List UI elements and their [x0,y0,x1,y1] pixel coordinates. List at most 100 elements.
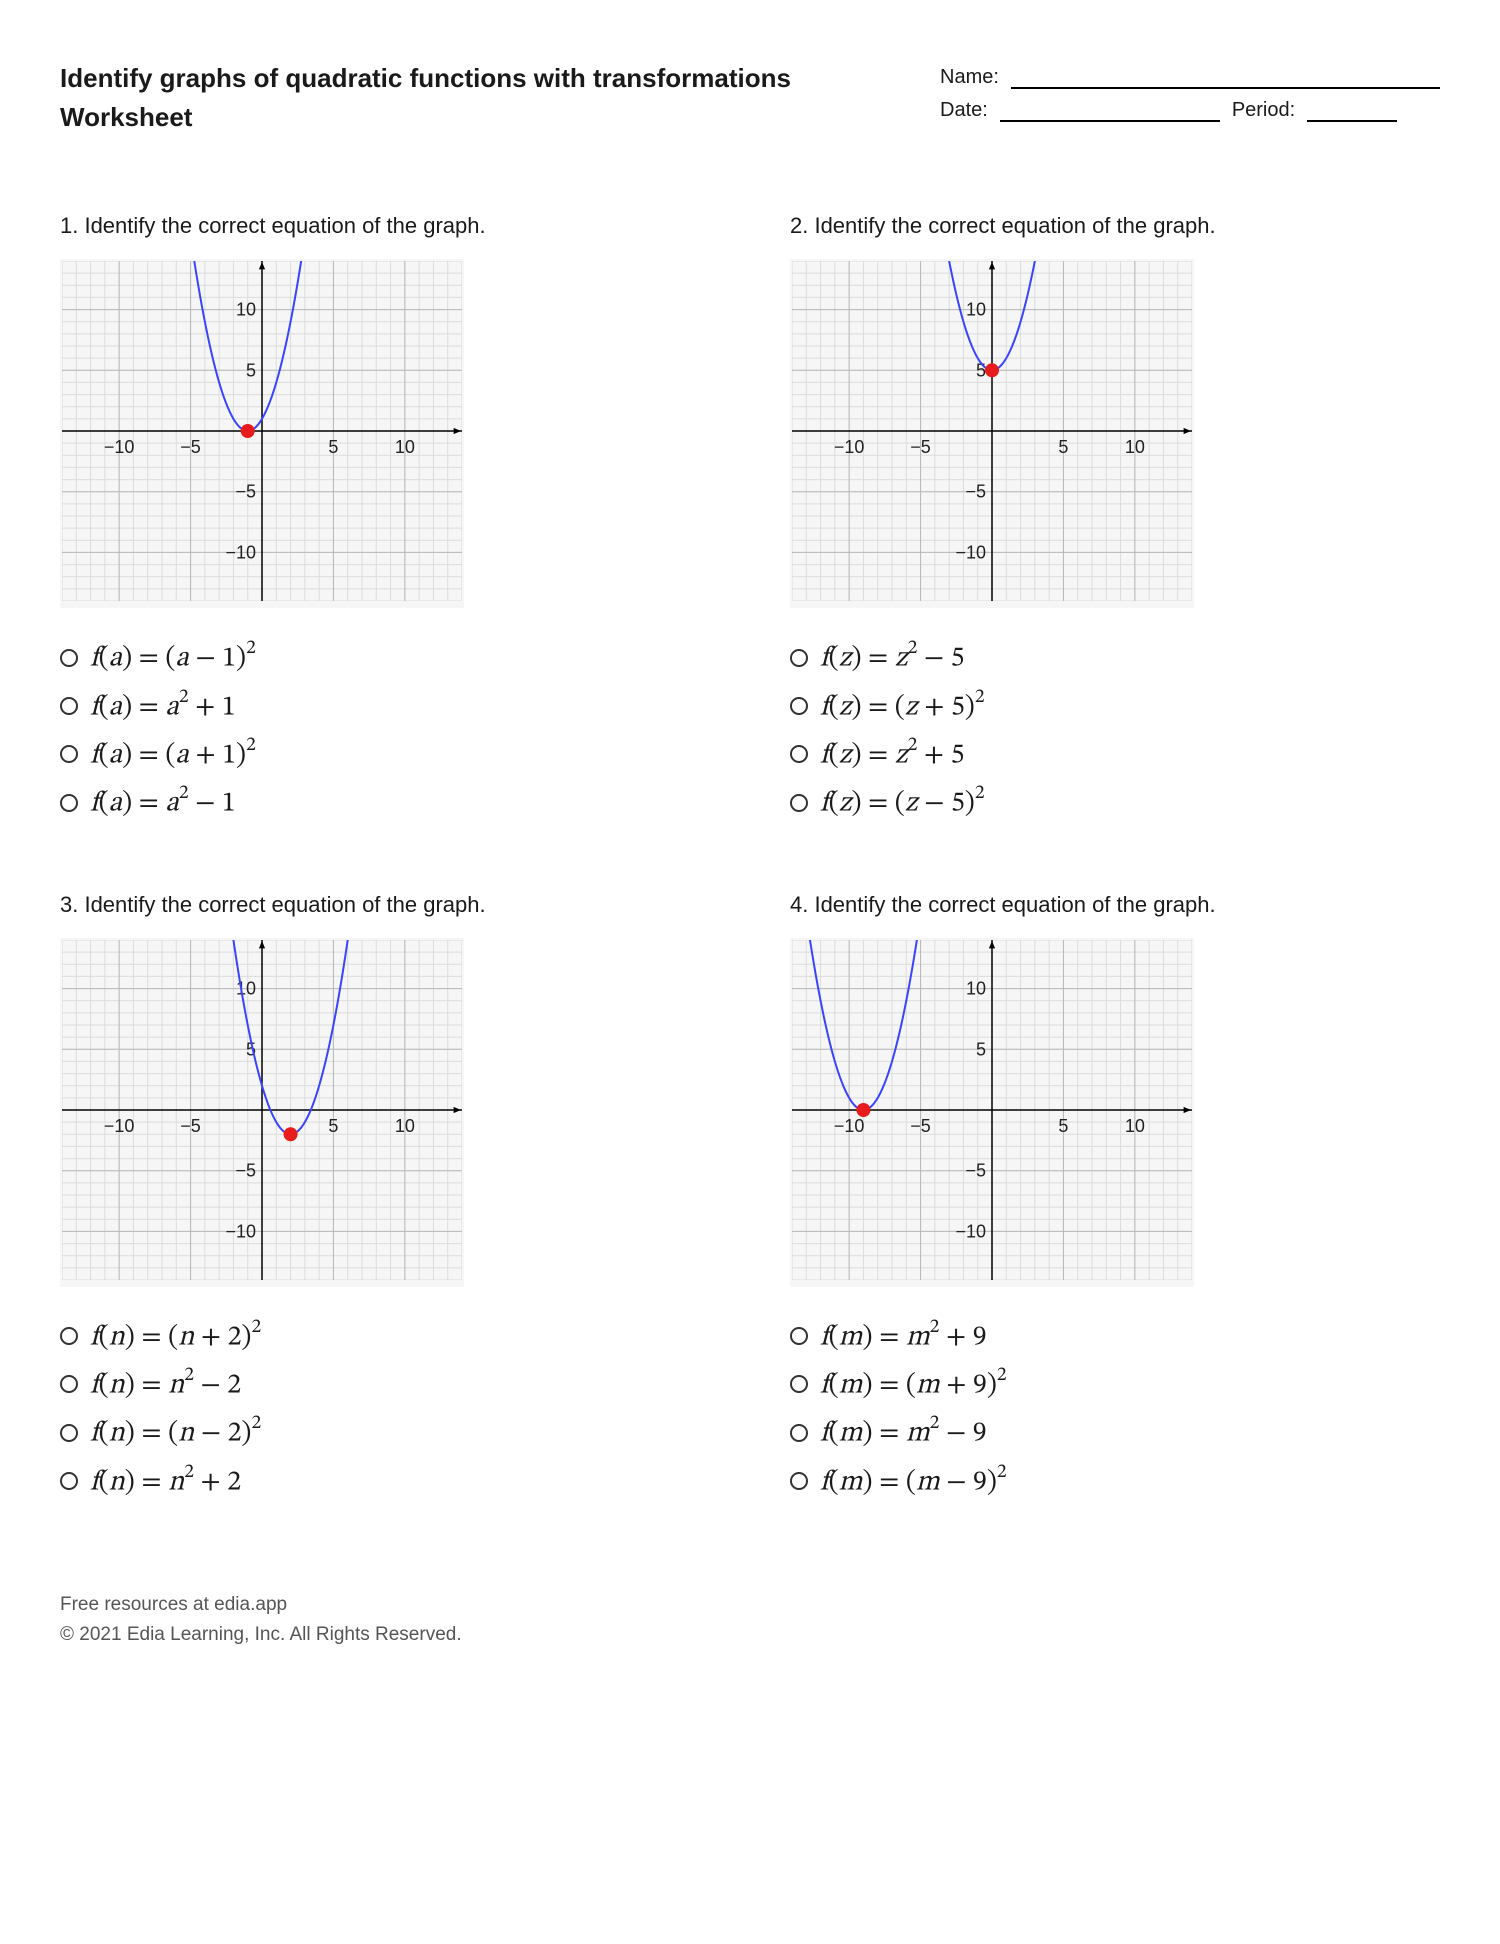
svg-text:10: 10 [966,300,986,320]
name-input-line[interactable] [1011,71,1440,89]
option-text: f(n) = n2 + 2 [90,1462,241,1500]
option-1[interactable]: f(z) = z2 − 5 [790,638,1440,676]
radio-icon[interactable] [60,1375,78,1393]
option-text: f(m) = (m − 9)2 [820,1462,1007,1500]
radio-icon[interactable] [790,794,808,812]
radio-icon[interactable] [790,649,808,667]
options: f(z) = z2 − 5 f(z) = (z + 5)2 f(z) = z2 + … [790,638,1440,821]
svg-text:−5: −5 [910,1116,931,1136]
svg-text:5: 5 [1058,1116,1068,1136]
option-text: f(m) = m2 − 9 [820,1413,987,1451]
svg-text:10: 10 [236,300,256,320]
option-text: f(a) = (a + 1)2 [90,735,256,773]
svg-text:10: 10 [395,1116,415,1136]
svg-text:−10: −10 [104,437,135,457]
option-text: f(n) = (n + 2)2 [90,1317,261,1355]
svg-text:−5: −5 [910,437,931,457]
option-text: f(a) = a2 − 1 [90,783,236,821]
option-4[interactable]: f(z) = (z − 5)2 [790,783,1440,821]
option-text: f(n) = n2 − 2 [90,1365,241,1403]
radio-icon[interactable] [60,745,78,763]
option-2[interactable]: f(z) = (z + 5)2 [790,687,1440,725]
option-text: f(n) = (n − 2)2 [90,1413,261,1451]
date-input-line[interactable] [1000,104,1220,122]
graph: −10 −5 5 10 −10 −5 5 10 [792,940,1192,1280]
option-text: f(z) = z2 − 5 [820,638,965,676]
graph-wrap: −10 −5 5 10 −10 −5 5 10 [790,938,1194,1287]
svg-text:−10: −10 [955,1221,986,1241]
option-3[interactable]: f(n) = (n − 2)2 [60,1413,710,1451]
svg-text:−10: −10 [834,437,865,457]
svg-text:5: 5 [246,361,256,381]
problem-prompt: 2. Identify the correct equation of the … [790,213,1440,239]
footer-line-2: © 2021 Edia Learning, Inc. All Rights Re… [60,1620,1440,1650]
graph: −10−5510−10−5510 [792,261,1192,601]
radio-icon[interactable] [790,697,808,715]
problem-prompt: 4. Identify the correct equation of the … [790,892,1440,918]
graph: −10−5510−10−5510 [62,261,462,601]
worksheet-subtitle: Worksheet [60,102,791,133]
radio-icon[interactable] [60,1472,78,1490]
option-4[interactable]: f(a) = a2 − 1 [60,783,710,821]
svg-text:−10: −10 [225,1221,256,1241]
svg-text:10: 10 [1125,1116,1145,1136]
svg-text:10: 10 [966,978,986,998]
option-text: f(m) = (m + 9)2 [820,1365,1007,1403]
option-3[interactable]: f(m) = m2 − 9 [790,1413,1440,1451]
svg-text:−10: −10 [955,543,986,563]
radio-icon[interactable] [60,1327,78,1345]
graph: −10−5510−10−5510 [62,940,462,1280]
graph-wrap: −10−5510−10−5510 [790,259,1194,608]
radio-icon[interactable] [60,649,78,667]
svg-text:5: 5 [976,1039,986,1059]
radio-icon[interactable] [790,1327,808,1345]
problem-prompt: 3. Identify the correct equation of the … [60,892,710,918]
option-1[interactable]: f(a) = (a − 1)2 [60,638,710,676]
problems-grid: 1. Identify the correct equation of the … [60,213,1440,1510]
svg-text:−5: −5 [235,482,256,502]
radio-icon[interactable] [60,697,78,715]
problem-4: 4. Identify the correct equation of the … [790,892,1440,1510]
svg-text:−5: −5 [180,1116,201,1136]
svg-text:5: 5 [328,437,338,457]
period-input-line[interactable] [1307,104,1397,122]
footer: Free resources at edia.app © 2021 Edia L… [60,1590,1440,1651]
option-2[interactable]: f(a) = a2 + 1 [60,687,710,725]
radio-icon[interactable] [790,745,808,763]
option-text: f(z) = z2 + 5 [820,735,965,773]
radio-icon[interactable] [60,1424,78,1442]
radio-icon[interactable] [790,1424,808,1442]
options: f(n) = (n + 2)2 f(n) = n2 − 2 f(n) = (n − … [60,1317,710,1500]
option-4[interactable]: f(m) = (m − 9)2 [790,1462,1440,1500]
option-4[interactable]: f(n) = n2 + 2 [60,1462,710,1500]
option-text: f(m) = m2 + 9 [820,1317,987,1355]
option-3[interactable]: f(a) = (a + 1)2 [60,735,710,773]
options: f(a) = (a − 1)2 f(a) = a2 + 1 f(a) = (a + … [60,638,710,821]
radio-icon[interactable] [60,794,78,812]
option-1[interactable]: f(n) = (n + 2)2 [60,1317,710,1355]
header: Identify graphs of quadratic functions w… [60,60,1440,133]
svg-text:5: 5 [328,1116,338,1136]
svg-text:−5: −5 [180,437,201,457]
graph-wrap: −10−5510−10−5510 [60,938,464,1287]
svg-text:−5: −5 [235,1160,256,1180]
option-text: f(a) = (a − 1)2 [90,638,256,676]
option-2[interactable]: f(n) = n2 − 2 [60,1365,710,1403]
problem-3: 3. Identify the correct equation of the … [60,892,710,1510]
radio-icon[interactable] [790,1375,808,1393]
option-1[interactable]: f(m) = m2 + 9 [790,1317,1440,1355]
worksheet-title: Identify graphs of quadratic functions w… [60,60,791,96]
graph-wrap: −10−5510−10−5510 [60,259,464,608]
problem-1: 1. Identify the correct equation of the … [60,213,710,831]
option-3[interactable]: f(z) = z2 + 5 [790,735,1440,773]
svg-text:−10: −10 [834,1116,865,1136]
svg-text:10: 10 [1125,437,1145,457]
radio-icon[interactable] [790,1472,808,1490]
option-2[interactable]: f(m) = (m + 9)2 [790,1365,1440,1403]
svg-text:−5: −5 [965,1160,986,1180]
svg-text:−10: −10 [225,543,256,563]
options: f(m) = m2 + 9 f(m) = (m + 9)2 f(m) = m2 − … [790,1317,1440,1500]
svg-text:−5: −5 [965,482,986,502]
date-label: Date: [940,99,988,122]
option-text: f(a) = a2 + 1 [90,687,236,725]
